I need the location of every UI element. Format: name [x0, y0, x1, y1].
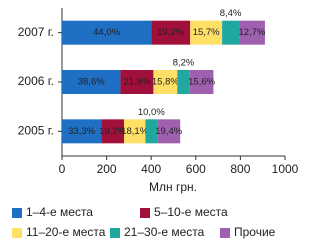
- legend-label: 5–10-е места: [154, 205, 228, 219]
- segment-label: 44,0%: [93, 27, 120, 38]
- x-axis-title: Млн грн.: [149, 180, 197, 194]
- x-tick-label: 0: [59, 162, 66, 176]
- legend-swatch: [140, 208, 150, 218]
- legend-swatch: [110, 228, 120, 238]
- bar-segment: [101, 119, 124, 144]
- y-tick-label: 2006 г.: [18, 74, 54, 88]
- legend-label: Прочие: [234, 225, 276, 239]
- segment-label: 15,6%: [188, 77, 215, 88]
- legend-swatch: [12, 228, 22, 238]
- segment-label: 19,2%: [157, 27, 184, 38]
- segment-label: 21,8%: [123, 77, 150, 88]
- segment-label: 38,6%: [78, 77, 105, 88]
- chart: Млн грн. 0 200 400 600 800 1000 2007 г. 44,0% 19…: [12, 8, 299, 239]
- segment-label: 8,2%: [173, 58, 195, 69]
- segment-label: 12,7%: [239, 27, 266, 38]
- legend-swatch: [220, 228, 230, 238]
- x-tick-label: 1000: [272, 162, 299, 176]
- segment-label: 8,4%: [220, 8, 242, 19]
- bar-segment: [189, 70, 214, 94]
- bar-segment: [123, 119, 146, 144]
- x-tick-label: 200: [97, 162, 117, 176]
- x-tick-label: 600: [186, 162, 206, 176]
- bar-segment: [62, 20, 152, 45]
- bar-segment: [239, 20, 265, 45]
- y-tick-label: 2007 г.: [18, 25, 54, 39]
- bar-segment: [177, 70, 190, 94]
- segment-label: 10,0%: [138, 107, 165, 118]
- segment-label: 18,1%: [121, 126, 148, 137]
- segment-label: 15,8%: [152, 77, 179, 88]
- legend-label: 1–4-е места: [26, 205, 93, 219]
- legend-label: 21–30-е места: [124, 225, 205, 239]
- bar-segment: [153, 70, 178, 94]
- segment-label: 15,7%: [193, 27, 220, 38]
- bar-segment: [151, 20, 191, 45]
- y-tick-label: 2005 г.: [18, 124, 54, 138]
- legend-swatch: [12, 208, 22, 218]
- x-tick-label: 800: [230, 162, 250, 176]
- segment-label: 33,3%: [68, 126, 95, 137]
- bar-segment: [62, 70, 121, 94]
- legend-label: 11–20-е места: [26, 225, 106, 239]
- x-tick-label: 400: [141, 162, 161, 176]
- bar-segment: [145, 119, 158, 144]
- segment-label: 19,4%: [155, 126, 182, 137]
- bar-segment: [190, 20, 223, 45]
- bar-segment: [62, 119, 102, 144]
- bar-segment: [120, 70, 154, 94]
- bar-segment: [157, 119, 181, 144]
- segment-label: 19,2%: [99, 126, 126, 137]
- bar-segment: [222, 20, 240, 45]
